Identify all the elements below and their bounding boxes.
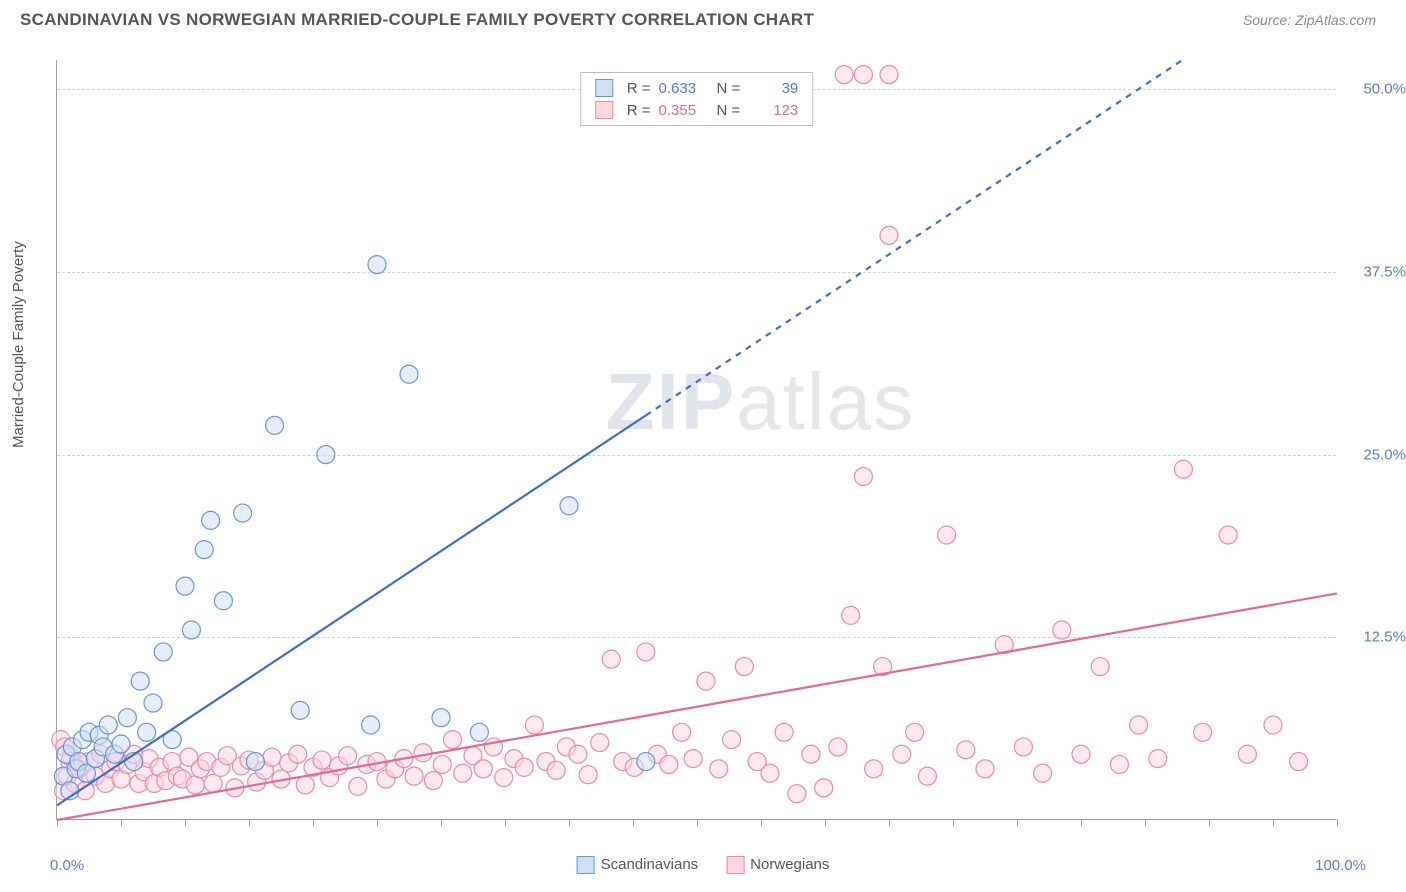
n-value: 123 <box>748 102 798 119</box>
x-tick <box>313 819 314 826</box>
x-tick <box>1209 819 1210 826</box>
n-label: N = <box>717 80 741 97</box>
source-name: ZipAtlas.com <box>1295 12 1376 28</box>
x-tick <box>377 819 378 826</box>
chart-area: Married-Couple Family Poverty ZIPatlas R… <box>20 48 1386 878</box>
x-tick <box>569 819 570 826</box>
x-tick <box>249 819 250 826</box>
x-tick <box>1273 819 1274 826</box>
scandinavian-trend-solid <box>57 415 646 805</box>
x-tick <box>1081 819 1082 826</box>
legend-swatch <box>595 79 613 97</box>
x-tick <box>697 819 698 826</box>
x-tick <box>953 819 954 826</box>
x-tick <box>185 819 186 826</box>
r-value: 0.355 <box>659 102 709 119</box>
legend-item: Scandinavians <box>577 856 699 874</box>
x-tick <box>441 819 442 826</box>
n-value: 39 <box>748 80 798 97</box>
series-legend: Scandinavians Norwegians <box>577 856 830 874</box>
x-tick <box>1017 819 1018 826</box>
legend-swatch <box>595 101 613 119</box>
correlation-row: R = 0.355 N = 123 <box>595 99 799 121</box>
correlation-legend: R = 0.633 N = 39 R = 0.355 N = 123 <box>580 72 814 126</box>
legend-label: Scandinavians <box>601 856 699 873</box>
x-tick <box>761 819 762 826</box>
legend-swatch <box>726 856 744 874</box>
norwegian-trend-solid <box>57 593 1337 820</box>
plot-region: ZIPatlas R =0.633N =39R =0.355N =123 12.… <box>56 60 1336 820</box>
y-axis-label: Married-Couple Family Poverty <box>10 241 27 448</box>
y-tick-label: 50.0% <box>1346 81 1406 98</box>
y-tick-label: 37.5% <box>1346 263 1406 280</box>
x-tick <box>825 819 826 826</box>
r-label: R = <box>627 102 651 119</box>
x-max-label: 100.0% <box>1315 857 1366 874</box>
legend-label: Norwegians <box>750 856 829 873</box>
x-tick <box>889 819 890 826</box>
y-tick-label: 12.5% <box>1346 629 1406 646</box>
legend-swatch <box>577 856 595 874</box>
r-label: R = <box>627 80 651 97</box>
x-tick <box>121 819 122 826</box>
x-min-label: 0.0% <box>50 857 84 874</box>
r-value: 0.633 <box>659 80 709 97</box>
source-label: Source: <box>1243 12 1291 28</box>
n-label: N = <box>717 102 741 119</box>
chart-title: SCANDINAVIAN VS NORWEGIAN MARRIED-COUPLE… <box>20 10 814 30</box>
legend-item: Norwegians <box>726 856 829 874</box>
x-tick <box>1337 819 1338 826</box>
x-tick <box>505 819 506 826</box>
source: Source: ZipAtlas.com <box>1243 12 1376 28</box>
x-tick <box>633 819 634 826</box>
trend-lines-layer <box>57 60 1336 819</box>
x-tick <box>1145 819 1146 826</box>
y-tick-label: 25.0% <box>1346 446 1406 463</box>
correlation-row: R = 0.633 N = 39 <box>595 77 799 99</box>
